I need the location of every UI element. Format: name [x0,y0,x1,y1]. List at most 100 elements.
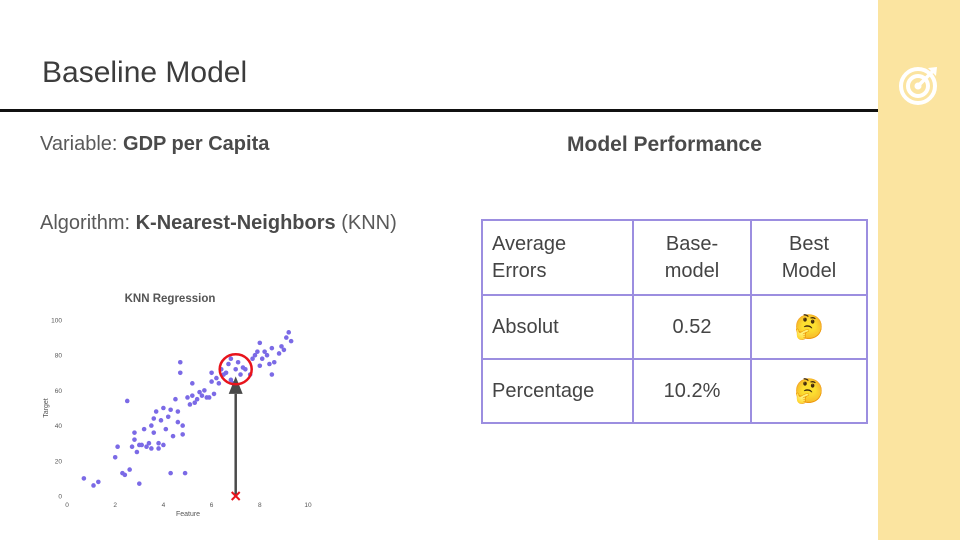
data-point [243,366,248,372]
data-point [182,470,188,476]
data-point [190,393,195,398]
x-tick-label: 0 [65,502,69,509]
x-tick-label: 8 [258,502,262,509]
data-point [233,366,238,372]
data-point [161,405,166,411]
data-point [132,430,137,435]
data-point [269,345,275,351]
data-point [228,377,234,383]
data-point [153,409,159,414]
data-point [91,483,96,488]
data-point [115,444,120,450]
variable-line: Variable: GDP per Capita [40,133,269,156]
header-cell-errors: Average Errors [481,219,634,296]
data-point [134,449,140,455]
data-point [226,361,231,367]
data-point [262,349,267,354]
data-point [269,372,275,377]
data-point [175,409,181,414]
data-point [284,335,289,340]
data-point [216,381,222,386]
data-point [137,481,142,486]
data-point [149,446,154,451]
thinking-face-icon: 🤔 [794,377,824,405]
x-tick-label: 2 [113,502,117,509]
data-point [158,418,164,423]
row-base-value: 0.52 [632,294,752,360]
data-point [264,352,270,358]
data-point [173,396,178,402]
data-point [132,437,137,442]
data-point [177,359,183,365]
data-point [187,402,193,407]
algorithm-label: Algorithm: [40,212,136,234]
data-point [168,470,173,476]
data-point [211,391,217,397]
data-point [175,419,181,425]
variable-value: GDP per Capita [123,133,270,155]
data-point [129,444,135,450]
query-point-cross-icon [230,491,241,501]
data-point [223,370,229,376]
query-annotation [218,353,253,501]
data-point [144,444,149,450]
data-point [163,426,169,432]
row-metric: Absolut [481,294,634,360]
header-cell-best-model: Best Model [750,219,868,296]
row-base-value: 10.2% [632,358,752,424]
data-point [151,430,157,435]
data-point [180,423,185,428]
data-point [177,370,183,376]
data-point [190,381,195,386]
y-tick-label: 60 [55,388,63,395]
accent-sidebar [878,0,960,540]
data-point [288,338,294,344]
data-point [252,352,258,358]
data-point [276,351,282,356]
data-point [165,414,171,420]
data-point [259,356,265,362]
data-point [81,476,87,481]
data-point [156,446,161,451]
knn-scatter-chart: KNN Regression 0 20 40 60 80 100 0 2 4 6 8 10 Feat… [43,293,312,518]
y-tick-label: 40 [55,423,63,430]
row-best-value: 🤔 [750,358,868,424]
y-tick-label: 20 [55,458,63,465]
data-point [127,467,132,472]
data-point [168,407,173,413]
data-point [255,349,260,354]
x-tick-label: 4 [162,502,166,509]
neighbors-highlight-circle [218,353,253,386]
data-point [96,479,101,485]
data-point [194,396,200,402]
data-point [151,416,157,421]
data-points [81,330,294,488]
data-point [124,398,130,404]
header-cell-base-model: Base-model [632,219,752,296]
data-point [209,379,214,384]
data-point [112,454,118,460]
x-axis-label: Feature [176,511,200,518]
target-icon [899,67,937,105]
performance-table: Average Errors Base-model Best Model Absol… [481,219,868,424]
data-point [149,423,154,428]
data-point [257,340,263,346]
table-row: Percentage 10.2% 🤔 [481,358,868,424]
row-best-value: 🤔 [750,294,868,360]
data-point [267,361,272,367]
data-point [228,356,234,362]
x-tick-label: 10 [304,502,312,509]
algorithm-line: Algorithm: K-Nearest-Neighbors (KNN) [40,212,397,235]
x-axis: 0 2 4 6 8 10 [65,502,312,509]
data-point [139,442,145,448]
y-tick-label: 0 [58,494,62,501]
data-point [156,440,161,446]
data-point [170,433,176,439]
data-point [250,356,255,362]
data-point [279,344,284,349]
data-point [202,388,207,393]
performance-title: Model Performance [567,133,762,156]
data-point [197,389,202,395]
data-point [238,372,243,377]
title-divider [0,109,878,112]
